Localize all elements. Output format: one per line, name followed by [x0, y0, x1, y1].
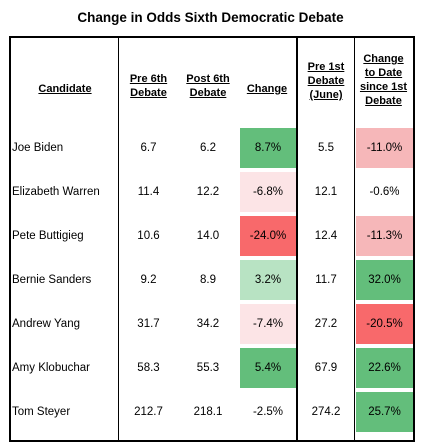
cell-shading — [356, 128, 413, 168]
cell-name: Tom Steyer — [12, 406, 71, 418]
cell-name: Bernie Sanders — [12, 274, 92, 286]
header-since-line4: Debate — [365, 95, 402, 107]
cell-change: 8.7% — [254, 142, 282, 154]
cell-pre6: 10.6 — [137, 230, 160, 242]
cell-shading — [240, 348, 296, 388]
cell-pre6: 212.7 — [134, 406, 163, 418]
header-change: Change — [238, 82, 296, 96]
header-pre-1st: Pre 1st Debate (June) — [298, 60, 354, 102]
cell-since1: -20.5% — [366, 318, 403, 330]
header-post-6th-line1: Post 6th — [186, 73, 230, 85]
cell-post6: 12.2 — [196, 186, 220, 198]
header-post-6th-line2: Debate — [189, 87, 227, 99]
cell-name: Amy Klobuchar — [12, 362, 90, 374]
cell-change: -6.8% — [252, 186, 284, 198]
cell-pre1: 67.9 — [314, 362, 338, 374]
header-pre-6th: Pre 6th Debate — [119, 72, 178, 100]
cell-shading — [240, 128, 296, 168]
cell-since1: -11.0% — [366, 142, 403, 154]
cell-post6: 55.3 — [196, 362, 220, 374]
cell-pre6: 6.7 — [140, 142, 157, 154]
cell-post6: 218.1 — [193, 406, 223, 418]
cell-pre6: 9.2 — [140, 274, 157, 286]
header-candidate-label: Candidate — [38, 83, 92, 95]
cell-since1: 32.0% — [368, 274, 401, 286]
cell-name: Andrew Yang — [12, 318, 80, 330]
cell-since1: -11.3% — [366, 230, 403, 242]
cell-since1: 25.7% — [368, 406, 401, 418]
divider-after-candidate — [118, 38, 119, 440]
cell-name: Pete Buttigieg — [12, 230, 84, 242]
cell-shading — [240, 216, 296, 256]
cell-shading — [356, 304, 413, 344]
cell-shading — [356, 392, 413, 432]
cell-shading — [356, 216, 413, 256]
cell-pre6: 11.4 — [137, 186, 160, 198]
cell-shading — [240, 172, 296, 212]
cell-post6: 6.2 — [200, 142, 216, 154]
odds-table: Candidate Pre 6th Debate Post 6th Debate… — [9, 36, 415, 442]
cell-change: -7.4% — [252, 318, 284, 330]
header-pre-1st-line1: Pre 1st — [307, 61, 345, 73]
header-since-line1: Change — [363, 53, 404, 65]
cell-pre6: 58.3 — [137, 362, 160, 374]
cell-change: 5.4% — [254, 362, 282, 374]
cell-name: Joe Biden — [12, 142, 64, 154]
divider-before-pre-1st — [296, 38, 298, 440]
cell-shading — [356, 260, 413, 300]
cell-shading — [240, 260, 296, 300]
header-change-since-1st: Change to Date since 1st Debate — [354, 52, 413, 108]
header-pre-6th-line2: Debate — [130, 87, 167, 99]
header-pre-6th-line1: Pre 6th — [129, 73, 168, 85]
divider-before-since-1st — [354, 38, 355, 440]
cell-pre1: 11.7 — [315, 274, 337, 286]
cell-change: 3.2% — [254, 274, 282, 286]
cell-change: -2.5% — [252, 406, 284, 418]
cell-pre1: 12.4 — [314, 230, 338, 242]
cell-shading — [240, 304, 296, 344]
cell-pre1: 12.1 — [314, 186, 338, 198]
header-pre-1st-line2: Debate — [307, 75, 345, 87]
header-pre-1st-line3: (June) — [309, 89, 343, 101]
cell-post6: 14.0 — [196, 230, 220, 242]
header-since-line3: since 1st — [359, 81, 408, 93]
cell-since1: 22.6% — [368, 362, 401, 374]
cell-post6: 8.9 — [200, 274, 216, 286]
cell-pre6: 31.7 — [137, 318, 160, 330]
cell-shading — [356, 348, 413, 388]
cell-since1: -0.6% — [369, 186, 400, 198]
cell-pre1: 5.5 — [318, 142, 334, 154]
header-candidate: Candidate — [11, 82, 119, 96]
header-since-line2: to Date — [364, 67, 403, 79]
cell-pre1: 27.2 — [314, 318, 338, 330]
cell-name: Elizabeth Warren — [12, 186, 100, 198]
cell-change: -24.0% — [249, 230, 287, 242]
cell-pre1: 274.2 — [311, 406, 341, 418]
header-post-6th: Post 6th Debate — [178, 72, 238, 100]
cell-post6: 34.2 — [196, 318, 220, 330]
table-title: Change in Odds Sixth Democratic Debate — [77, 10, 344, 25]
header-change-label: Change — [246, 83, 288, 95]
